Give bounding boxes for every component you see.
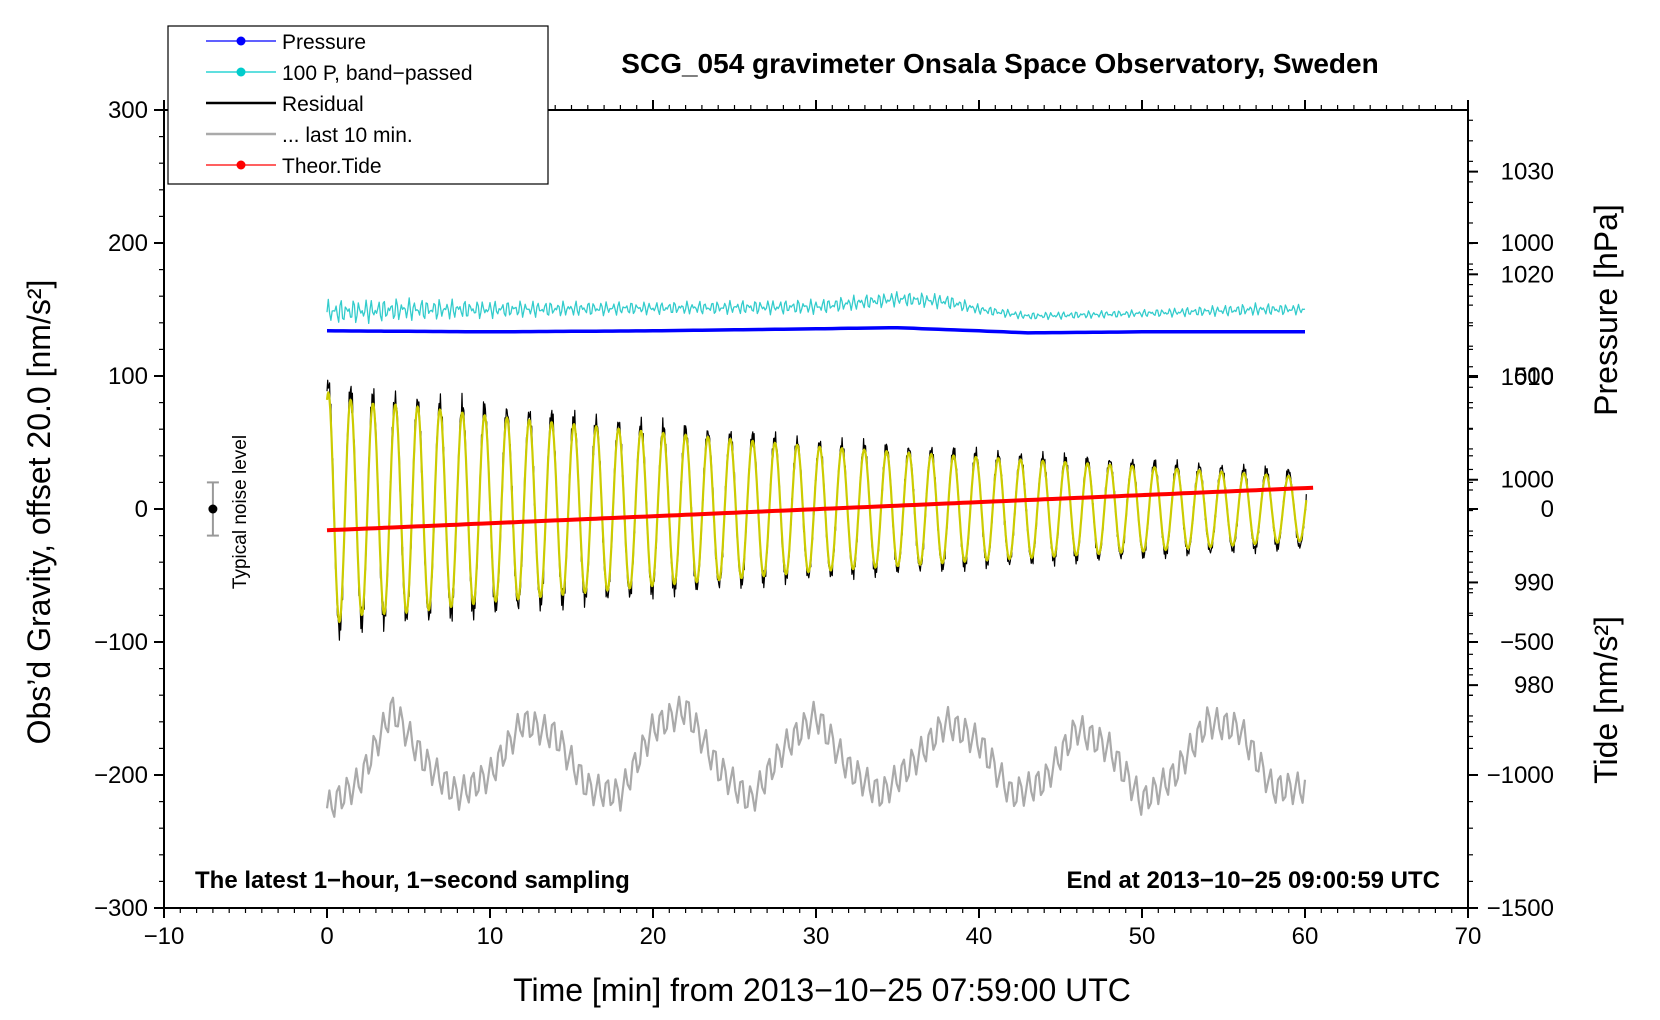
series-theor-tide [326,485,1314,533]
x-tick-label: 30 [803,923,830,950]
legend: Pressure 100 P, band−passed Residual ... la… [167,25,549,185]
y-tick-label: −300 [94,895,148,922]
x-axis-title: Time [min] from 2013−10−25 07:59:00 UTC [513,972,1131,1008]
legend-box [167,25,549,185]
x-tick-label: 50 [1129,923,1156,950]
tide-tick-label: 500 [1514,363,1554,390]
pressure-tick-label: 1000 [1501,467,1554,494]
labels-layer: SCG_054 gravimeter Onsala Space Observat… [21,48,1624,1008]
tide-tick-label: 1000 [1501,230,1554,257]
pressure-tick-label: 1020 [1501,261,1554,288]
pressure-tick-label: 980 [1514,672,1554,699]
series-last-10-min [325,695,1307,818]
series-layer [206,291,1314,818]
x-tick-label: 10 [477,923,504,950]
y-tick-label: 0 [135,496,148,523]
pressure-tick-label: 1030 [1501,159,1554,186]
series-pressure [326,325,1305,335]
series-100-p-band-passed [326,291,1306,325]
legend-label-100-p-band-passed: 100 P, band−passed [282,62,473,85]
legend-label-residual: Residual [282,93,364,116]
legend-label-theor-tide: Theor.Tide [282,155,382,178]
pressure-tick-label: 1010 [1501,364,1554,391]
x-tick-label: 20 [640,923,667,950]
x-tick-label: 40 [966,923,993,950]
y-tick-label: −200 [94,762,148,789]
tide-tick-label: −1500 [1487,895,1554,922]
sampling-note: The latest 1−hour, 1−second sampling [195,867,630,894]
legend-label-pressure: Pressure [282,31,366,54]
legend-marker-100-p-band-passed [236,67,246,77]
noise-level-label: Typical noise level [230,435,251,589]
x-tick-label: −10 [144,923,185,950]
y-tick-label: 200 [108,230,148,257]
pressure-axis-title: Pressure [hPa] [1588,204,1624,416]
tide-tick-label: 0 [1541,496,1554,523]
y-tick-label: 100 [108,363,148,390]
tide-tick-label: −500 [1500,629,1554,656]
x-tick-label: 70 [1455,923,1482,950]
x-tick-label: 60 [1292,923,1319,950]
x-tick-label: 0 [320,923,333,950]
tide-axis-title: Tide [nm/s²] [1588,616,1624,784]
end-time-note: End at 2013−10−25 09:00:59 UTC [1066,867,1440,894]
tide-tick-label: −1000 [1487,762,1554,789]
legend-marker-pressure [236,36,246,46]
chart-title: SCG_054 gravimeter Onsala Space Observat… [621,48,1378,79]
axes-layer: −10 0 10 20 30 40 50 60 70−300−200−1000100200300… [94,97,1554,950]
legend-label-last-10-min: ... last 10 min. [282,124,413,147]
series-residual-fit [325,391,1308,624]
pressure-tick-label: 990 [1514,569,1554,596]
y-tick-label: −100 [94,629,148,656]
y-axis-title: Obs’d Gravity, offset 20.0 [nm/s²] [21,280,57,745]
noise-point [208,504,218,514]
legend-marker-theor-tide [236,160,246,170]
y-tick-label: 300 [108,97,148,124]
